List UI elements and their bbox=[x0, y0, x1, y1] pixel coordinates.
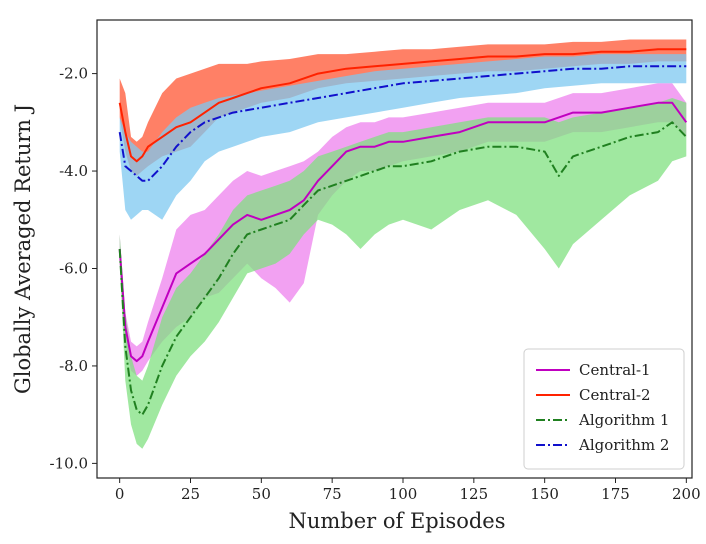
x-tick-label: 50 bbox=[252, 485, 271, 503]
legend-label-algorithm-1: Algorithm 1 bbox=[578, 411, 669, 429]
x-axis-label: Number of Episodes bbox=[288, 509, 505, 533]
y-tick-label: -8.0 bbox=[59, 357, 88, 375]
x-tick-label: 125 bbox=[460, 485, 489, 503]
band-algorithm-1 bbox=[119, 98, 687, 449]
series-line-central-2 bbox=[118, 48, 687, 163]
legend-label-algorithm-2: Algorithm 2 bbox=[578, 436, 669, 454]
y-axis-ticks: -2.0 -4.0 -6.0 -8.0 -10.0 bbox=[50, 65, 97, 472]
y-tick-label: -6.0 bbox=[59, 259, 88, 277]
legend: Central-1 Central-2 Algorithm 1 Algorithm 2 bbox=[523, 348, 685, 470]
x-tick-label: 0 bbox=[115, 485, 125, 503]
x-tick-label: 75 bbox=[323, 485, 342, 503]
x-tick-label: 25 bbox=[181, 485, 200, 503]
y-tick-label: -4.0 bbox=[59, 162, 88, 180]
series-line-algorithm-1 bbox=[118, 121, 688, 416]
series-lines bbox=[118, 48, 688, 416]
series-line-algorithm-2 bbox=[118, 65, 687, 182]
band-central-2 bbox=[119, 39, 687, 176]
y-axis-label: Globally Averaged Return J bbox=[11, 104, 35, 394]
band-algorithm-2 bbox=[119, 54, 687, 220]
legend-label-central-2: Central-2 bbox=[579, 386, 651, 404]
x-tick-label: 200 bbox=[672, 485, 701, 503]
y-tick-label: -2.0 bbox=[59, 65, 88, 83]
series-line-central-1 bbox=[118, 101, 688, 363]
plot-frame bbox=[96, 19, 693, 479]
x-tick-label: 175 bbox=[601, 485, 630, 503]
legend-label-central-1: Central-1 bbox=[579, 361, 651, 379]
y-tick-label: -10.0 bbox=[50, 454, 88, 472]
x-tick-label: 150 bbox=[530, 485, 559, 503]
x-tick-label: 100 bbox=[389, 485, 418, 503]
x-axis-ticks: 0 25 50 75 100 125 150 175 200 bbox=[115, 478, 701, 503]
legend-box bbox=[523, 348, 685, 470]
